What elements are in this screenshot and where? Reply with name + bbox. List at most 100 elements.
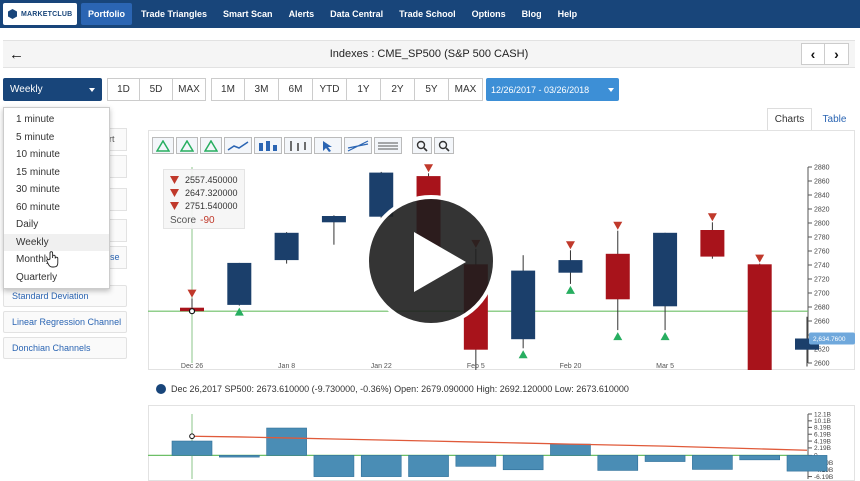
bar-chart-icon[interactable] [254, 137, 282, 154]
candle[interactable] [747, 263, 772, 370]
zoom-in-icon[interactable] [412, 137, 432, 154]
x-tick-label: Jan 8 [278, 363, 295, 370]
interval-option-30-minute[interactable]: 30 minute [16, 184, 60, 196]
sell-signal-icon [707, 213, 717, 222]
sell-signal-icon [187, 289, 197, 298]
current-price-tag [809, 332, 855, 345]
volume-bar[interactable] [313, 455, 355, 477]
tab-charts[interactable]: Charts [767, 108, 812, 130]
volume-bar[interactable] [550, 443, 591, 456]
line-chart-icon[interactable] [224, 137, 252, 154]
signal-level: 2647.320000 [185, 187, 238, 198]
candle[interactable] [274, 232, 299, 264]
fibonacci-tool-icon[interactable] [374, 137, 402, 154]
volume-bar[interactable] [360, 455, 402, 477]
marketclub-logo[interactable]: MARKETCLUB [3, 3, 77, 25]
triangle-tool-icon[interactable] [152, 137, 174, 154]
volume-bar[interactable] [171, 440, 213, 456]
volume-bar[interactable] [786, 455, 828, 472]
candle-body [747, 264, 772, 370]
next-symbol-button[interactable]: › [825, 43, 849, 65]
nav-trade-school[interactable]: Trade School [399, 9, 456, 19]
volume-bar[interactable] [597, 455, 639, 471]
y-tick-label: 2880 [814, 165, 830, 172]
range-max-button[interactable]: MAX [449, 78, 483, 101]
candle-body [605, 253, 630, 300]
zoom-out-icon[interactable] [434, 137, 454, 154]
volume-bar[interactable] [219, 455, 260, 458]
y-tick-label: 2740 [814, 263, 830, 270]
interval-option-quarterly[interactable]: Quarterly [16, 271, 58, 283]
interval-option-weekly[interactable]: Weekly [4, 233, 109, 251]
candle[interactable] [321, 215, 346, 245]
interval-option-15-minute[interactable]: 15 minute [16, 166, 60, 178]
caret-down-icon [608, 87, 614, 92]
indicator-donchian-channels[interactable]: Donchian Channels [3, 337, 127, 359]
volume-bar[interactable] [455, 455, 497, 467]
interval-select[interactable]: Weekly [3, 78, 102, 101]
signal-level: 2751.540000 [185, 200, 238, 211]
range-ytd-button[interactable]: YTD [313, 78, 347, 101]
pointer-icon[interactable] [314, 137, 342, 154]
volume-chart[interactable]: 12.1B10.1B8.19B6.19B4.19B2.19B0-2.19B-4.… [148, 405, 855, 481]
indicator-linear-regression-channel[interactable]: Linear Regression Channel [3, 311, 127, 333]
nav-data-central[interactable]: Data Central [330, 9, 384, 19]
interval-option-60-minute[interactable]: 60 minute [16, 201, 60, 213]
triangle-tool-icon[interactable] [176, 137, 198, 154]
range-5y-button[interactable]: 5Y [415, 78, 449, 101]
trendline-tool-icon[interactable] [344, 137, 372, 154]
nav-alerts[interactable]: Alerts [288, 9, 315, 19]
volume-bar[interactable] [502, 455, 544, 471]
video-play-button[interactable] [365, 195, 497, 327]
range-1m-button[interactable]: 1M [211, 78, 245, 101]
candle[interactable] [653, 232, 678, 331]
ohlc-chart-icon[interactable] [284, 137, 312, 154]
interval-dropdown: 1 minute 5 minute 10 minute 15 minute 30 min… [3, 107, 110, 289]
crosshair-marker [188, 308, 196, 315]
volume-y-tick-label: 6.19B [814, 432, 831, 439]
y-tick-label: 2820 [814, 207, 830, 214]
x-tick-label: Dec 26 [181, 363, 203, 370]
candle[interactable] [227, 262, 252, 306]
candle[interactable] [700, 222, 725, 259]
date-range-picker[interactable]: 12/26/2017 - 03/26/2018 [486, 78, 619, 101]
volume-bar[interactable] [739, 455, 780, 461]
range-2y-button[interactable]: 2Y [381, 78, 415, 101]
nav-help[interactable]: Help [557, 9, 578, 19]
score-value: -90 [200, 215, 215, 226]
candle-body [274, 232, 299, 261]
candle[interactable] [511, 255, 536, 349]
candle[interactable] [558, 250, 583, 284]
interval-option-10-minute[interactable]: 10 minute [16, 149, 60, 161]
volume-bar[interactable] [408, 455, 449, 477]
interval-option-daily[interactable]: Daily [16, 219, 39, 231]
candle[interactable] [605, 230, 630, 331]
previous-symbol-button[interactable]: ‹ [801, 43, 825, 65]
back-arrow-icon[interactable]: ← [9, 46, 24, 63]
range-3m-button[interactable]: 3M [245, 78, 279, 101]
nav-trade-triangles[interactable]: Trade Triangles [141, 9, 208, 19]
triangle-tool-icon[interactable] [200, 137, 222, 154]
caret-down-icon [89, 87, 95, 92]
nav-portfolio[interactable]: Portfolio [81, 3, 132, 25]
tab-table[interactable]: Table [822, 113, 847, 125]
interval-option-5-minute[interactable]: 5 minute [16, 131, 55, 143]
interval-option-monthly[interactable]: Monthly [16, 254, 52, 266]
volume-bar[interactable] [266, 427, 307, 456]
range-1y-button[interactable]: 1Y [347, 78, 381, 101]
nav-smart-scan[interactable]: Smart Scan [223, 9, 273, 19]
y-tick-label: 2860 [814, 179, 830, 186]
interval-option-1-minute[interactable]: 1 minute [16, 114, 55, 126]
nav-options[interactable]: Options [471, 9, 506, 19]
volume-bar[interactable] [692, 455, 733, 470]
range-max-button[interactable]: MAX [173, 78, 206, 101]
indicator-standard-deviation[interactable]: Standard Deviation [3, 285, 127, 307]
y-tick-label: 2800 [814, 221, 830, 228]
range-1d-button[interactable]: 1D [107, 78, 140, 101]
range-6m-button[interactable]: 6M [279, 78, 313, 101]
candle[interactable] [795, 316, 819, 367]
range-5d-button[interactable]: 5D [140, 78, 173, 101]
volume-bar[interactable] [644, 455, 686, 462]
nav-blog[interactable]: Blog [521, 9, 542, 19]
